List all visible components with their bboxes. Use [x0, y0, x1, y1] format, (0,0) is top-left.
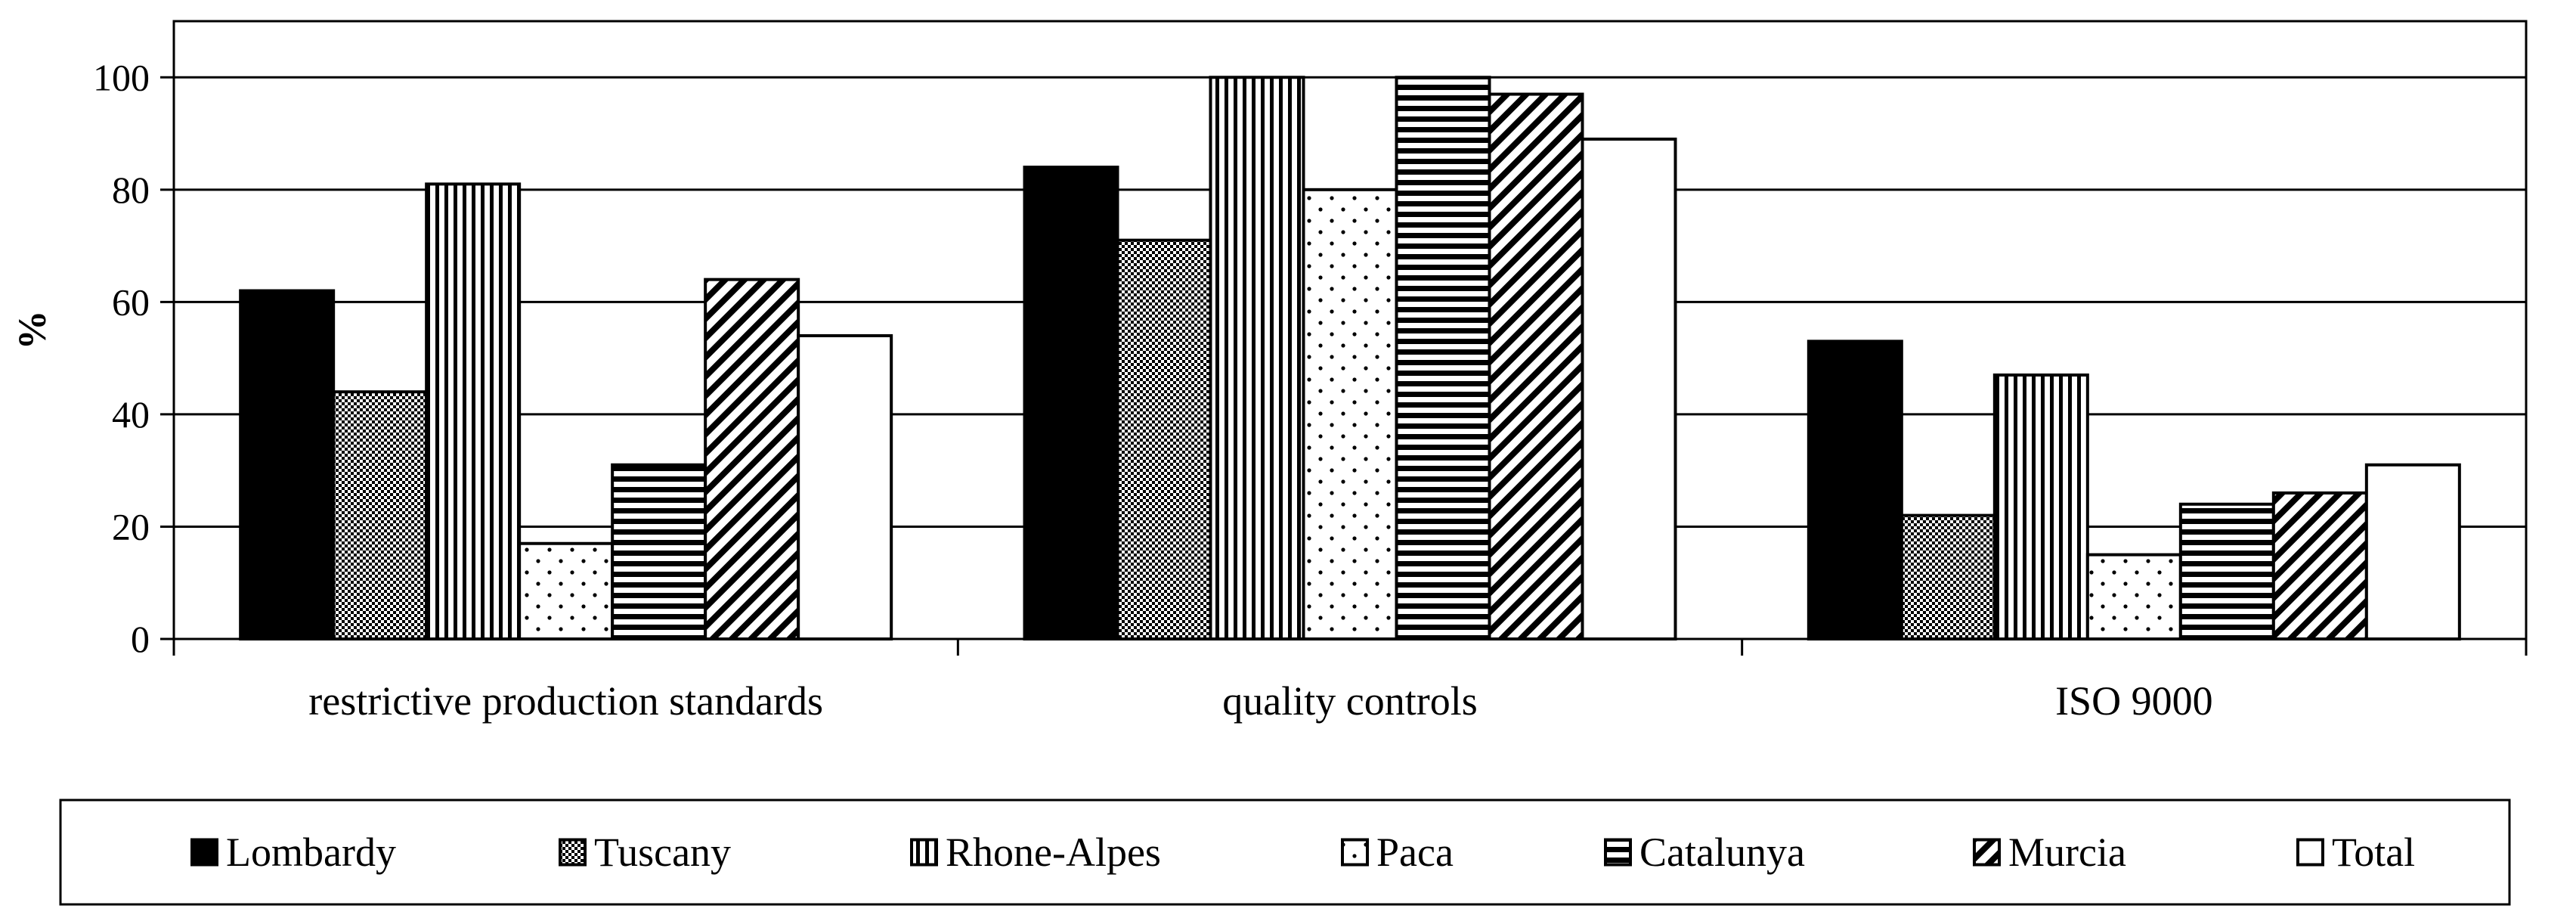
legend-swatch	[2296, 838, 2324, 867]
bar-lombardy-3	[1807, 340, 1903, 640]
y-tick-label: 100	[93, 56, 150, 98]
y-axis-title: %	[11, 311, 54, 350]
legend-label: Paca	[1376, 830, 1454, 875]
labels: 0 20 40 60 80 100% restrictive production stan…	[11, 56, 2213, 724]
legend-swatch	[559, 838, 587, 867]
legend: Lombardy Tuscany Rhone-Alpes Paca Catalunya M…	[59, 799, 2511, 906]
bar-tuscany-1	[332, 390, 429, 640]
legend-swatch	[1973, 838, 2001, 867]
bar-catalunya-2	[1395, 76, 1491, 641]
legend-label: Lombardy	[226, 830, 396, 875]
bar-rhone-alpes-2	[1209, 76, 1305, 641]
bar-catalunya-3	[2178, 502, 2275, 641]
legend-swatch	[1341, 838, 1369, 867]
y-tick-label: 80	[112, 169, 150, 211]
legend-label: Catalunya	[1639, 830, 1805, 875]
legend-swatch	[190, 838, 218, 867]
y-tick-label: 0	[131, 618, 150, 660]
legend-label: Total	[2332, 830, 2415, 875]
bar-lombardy-1	[239, 289, 336, 640]
x-category-label: quality controls	[1222, 678, 1477, 724]
legend-label: Tuscany	[594, 830, 731, 875]
legend-label: Murcia	[2008, 830, 2126, 875]
bar-paca-3	[2085, 553, 2182, 640]
bar-paca-2	[1302, 188, 1398, 640]
bar-tuscany-3	[1899, 513, 1996, 640]
bar-murcia-3	[2271, 491, 2368, 641]
bar-catalunya-1	[611, 463, 707, 640]
bar-total-1	[797, 333, 893, 640]
x-category-label: ISO 9000	[2055, 678, 2213, 724]
y-tick-label: 60	[112, 281, 150, 323]
bar-rhone-alpes-3	[1992, 373, 2089, 640]
legend-label: Rhone-Alpes	[946, 830, 1161, 875]
bar-murcia-2	[1488, 92, 1584, 640]
x-category-label: restrictive production standards	[308, 678, 823, 724]
bar-murcia-1	[704, 278, 800, 640]
legend-swatch	[910, 838, 938, 867]
y-tick-label: 40	[112, 393, 150, 436]
bars	[239, 76, 2461, 641]
legend-box	[59, 799, 2511, 906]
bar-total-3	[2364, 463, 2461, 640]
bar-paca-1	[518, 541, 615, 641]
bar-rhone-alpes-1	[425, 182, 522, 640]
bar-tuscany-2	[1116, 238, 1212, 640]
bar-total-2	[1581, 137, 1677, 641]
bar-lombardy-2	[1023, 166, 1119, 641]
legend-swatch	[1604, 838, 1632, 867]
y-tick-label: 20	[112, 505, 150, 547]
